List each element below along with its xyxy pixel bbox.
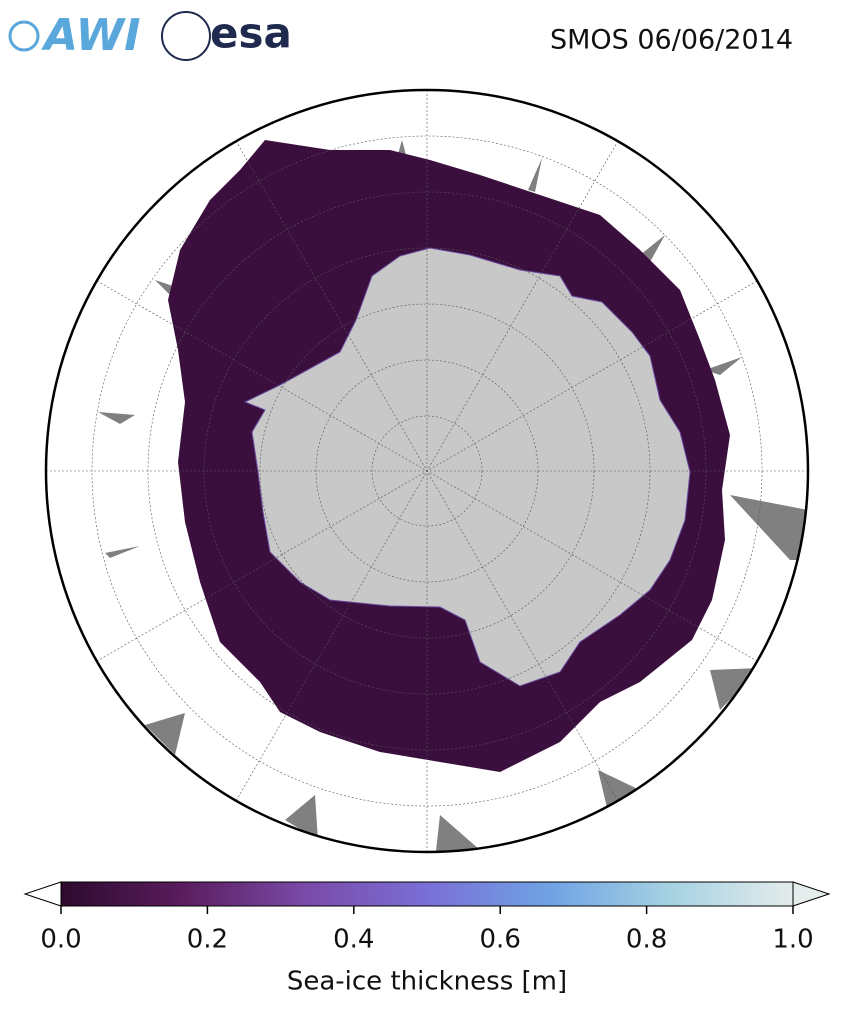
- map: [46, 90, 808, 852]
- colorbar-tick-label: 1.0: [772, 925, 813, 955]
- esa-logo: esa: [161, 9, 292, 61]
- colorbar-tick-label: 0.0: [40, 925, 81, 955]
- logo-text: AWI: [41, 10, 141, 61]
- logo-text: esa: [210, 9, 292, 58]
- map-boundary: [44, 88, 810, 854]
- map-title: SMOS 06/06/2014: [550, 25, 793, 56]
- colorbar-label: Sea-ice thickness [m]: [287, 967, 567, 997]
- colorbar-tick-label: 0.8: [626, 925, 667, 955]
- colorbar-over: [792, 881, 831, 907]
- antarctica: [243, 247, 691, 687]
- colorbar-tick-label: 0.2: [187, 925, 228, 955]
- awi-logo: AWI: [8, 10, 141, 61]
- colorbar-tick-label: 0.4: [333, 925, 374, 955]
- colorbar: Sea-ice thickness [m] 0.0 0.2 0.4 0.6 0.8 1.0: [23, 881, 831, 997]
- colorbar-tick-label: 0.6: [480, 925, 521, 955]
- colorbar-ramp: [60, 881, 794, 907]
- graticule: [46, 90, 808, 852]
- colorbar-under: [23, 881, 62, 907]
